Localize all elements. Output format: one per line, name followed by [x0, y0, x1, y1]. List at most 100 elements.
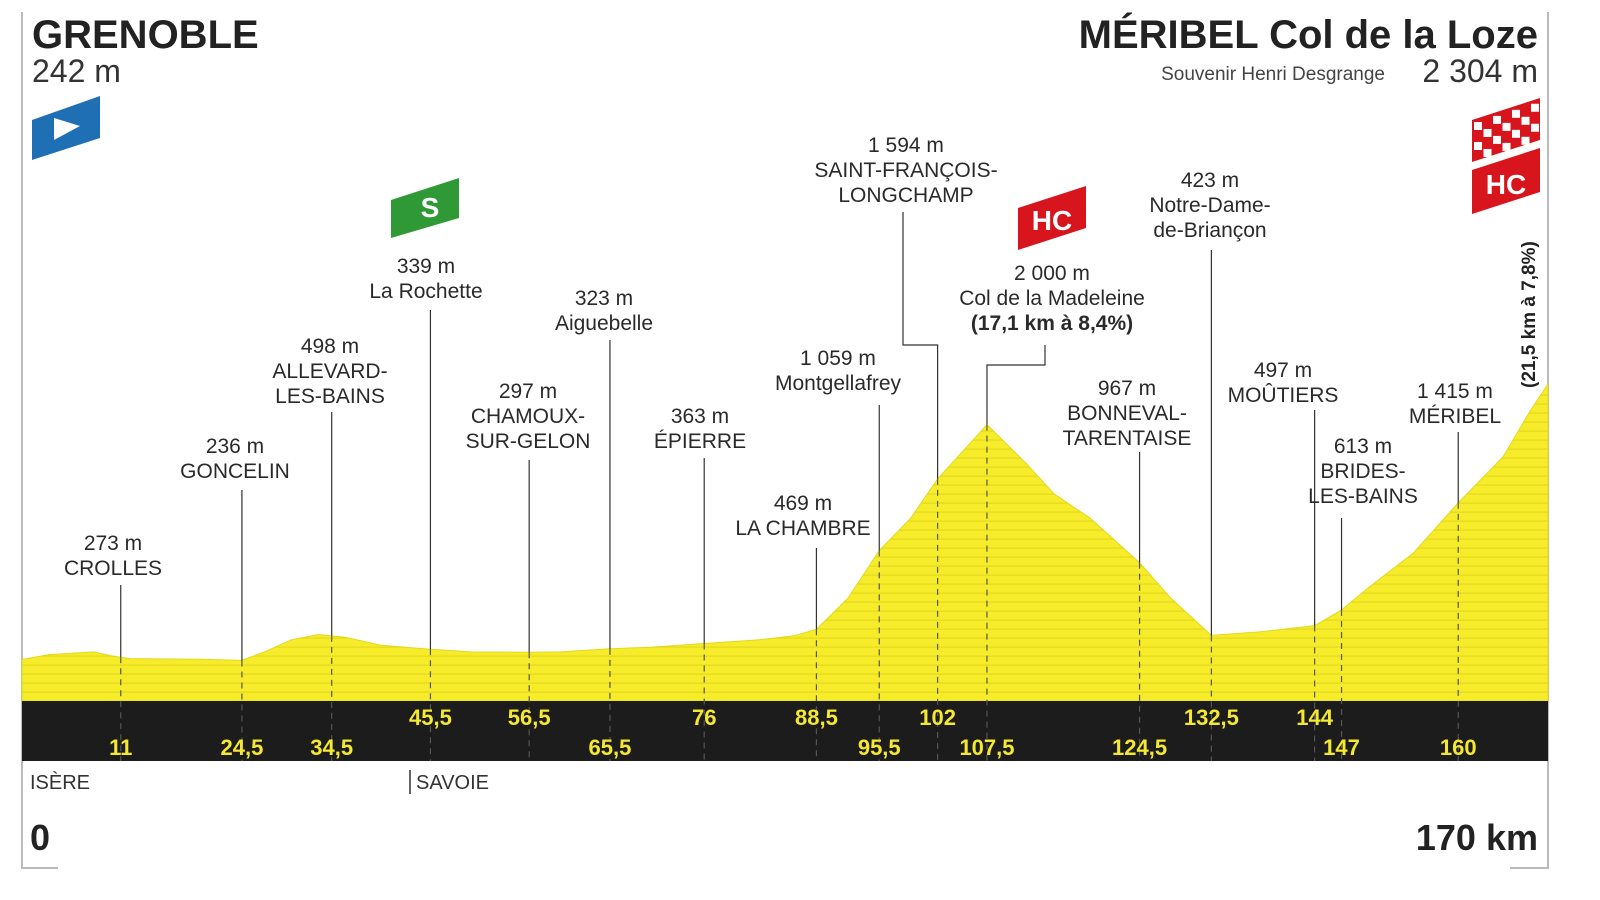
frame-right [1510, 12, 1549, 869]
waypoint-elevation: 469 m [774, 492, 832, 515]
hc-badge-bg [1018, 186, 1086, 250]
waypoint-elevation: 423 m [1181, 169, 1239, 192]
waypoint-name: La Rochette [369, 280, 482, 303]
waypoint-elevation: 339 m [397, 255, 455, 278]
checker-square [1493, 135, 1501, 144]
km-label: 124,5 [1112, 735, 1167, 760]
waypoint-name: BRIDES- [1320, 460, 1405, 483]
frame-left [21, 12, 58, 869]
km-label: 107,5 [959, 735, 1014, 760]
finish-hc-badge: HC [1472, 148, 1540, 214]
hc-climb-icon: HC [1018, 186, 1086, 250]
waypoint-line [902, 212, 939, 479]
km-label: 11 [109, 735, 132, 760]
waypoint-elevation: 236 m [206, 435, 264, 458]
waypoint-name: CROLLES [64, 557, 162, 580]
waypoint-name: Aiguebelle [555, 312, 653, 335]
checker-square [1502, 142, 1511, 151]
checker-square [1483, 148, 1492, 157]
checker-square [1483, 128, 1492, 137]
finish-climb: (21,5 km à 7,8%) [1519, 241, 1540, 388]
waypoint-marker: 339 mLa Rochette 45,5 S [369, 178, 483, 761]
waypoint-elevation: 498 m [301, 335, 359, 358]
start-name: GRENOBLE [32, 13, 259, 57]
waypoint-name: LONGCHAMP [838, 184, 973, 207]
waypoint-elevation: 1 415 m [1417, 380, 1493, 403]
waypoint-name: de-Briançon [1153, 219, 1266, 242]
checker-square [1512, 129, 1520, 138]
checker-square [1474, 142, 1482, 150]
waypoint-marker: 469 mLA CHAMBRE 88,5 [735, 492, 871, 761]
checker-square [1493, 115, 1501, 124]
km-label: 34,5 [310, 735, 353, 760]
km-label: 45,5 [409, 705, 452, 730]
waypoint-elevation: 2 000 m [1014, 262, 1090, 285]
km-label: 65,5 [589, 735, 632, 760]
sprint-icon: S [391, 178, 459, 238]
km-band [22, 701, 1548, 761]
svg-text:HC: HC [1486, 169, 1526, 200]
km-label: 144 [1296, 705, 1333, 730]
region-savoie: SAVOIE [416, 772, 489, 794]
waypoint-name: MOÛTIERS [1228, 384, 1339, 407]
waypoint-climb: (17,1 km à 8,4%) [971, 312, 1133, 335]
finish-subtitle: Souvenir Henri Desgrange [1161, 64, 1385, 85]
waypoint-name: TARENTAISE [1063, 427, 1192, 450]
checker-square [1521, 136, 1530, 145]
waypoint-elevation: 613 m [1334, 435, 1392, 458]
checker-square [1502, 122, 1511, 131]
waypoint-name: SAINT-FRANÇOIS- [814, 159, 997, 182]
waypoint-line [986, 345, 1046, 425]
checker-square [1531, 103, 1539, 112]
waypoint-elevation: 363 m [671, 405, 729, 428]
sprint-badge-bg [391, 178, 459, 238]
waypoint-name: LA CHAMBRE [735, 517, 870, 540]
km-label: 88,5 [795, 705, 838, 730]
waypoint-name: Notre-Dame- [1149, 194, 1270, 217]
waypoint-name: GONCELIN [180, 460, 290, 483]
waypoint-name: Montgellafrey [775, 372, 902, 395]
checkered-flag-icon [1472, 98, 1540, 162]
km-label: 76 [692, 705, 716, 730]
waypoint-name: BONNEVAL- [1067, 402, 1187, 425]
km-label: 160 [1440, 735, 1477, 760]
waypoint-name: MÉRIBEL [1409, 405, 1501, 428]
waypoint-elevation: 497 m [1254, 359, 1312, 382]
waypoint-elevation: 1 594 m [868, 134, 944, 157]
km-label: 56,5 [508, 705, 551, 730]
waypoint-elevation: 323 m [575, 287, 633, 310]
waypoint-elevation: 967 m [1098, 377, 1156, 400]
km-label: 147 [1323, 735, 1360, 760]
waypoint-name: LES-BAINS [275, 385, 385, 408]
axis-end-label: 170 km [1416, 817, 1538, 858]
start-flag-icon [32, 96, 100, 160]
waypoint-name: LES-BAINS [1308, 485, 1418, 508]
finish-elevation: 2 304 m [1422, 53, 1538, 89]
waypoint-elevation: 1 059 m [800, 347, 876, 370]
km-label: 102 [919, 705, 956, 730]
hc-badge-text: HC [1032, 205, 1072, 236]
waypoint-name: Col de la Madeleine [959, 287, 1145, 310]
checker-square [1512, 109, 1520, 118]
waypoint-elevation: 297 m [499, 380, 557, 403]
waypoint-name: CHAMOUX- [471, 405, 585, 428]
waypoint-elevation: 273 m [84, 532, 142, 555]
finish-name: MÉRIBEL Col de la Loze [1079, 12, 1538, 57]
km-label: 24,5 [221, 735, 264, 760]
waypoint-name: SUR-GELON [466, 430, 591, 453]
